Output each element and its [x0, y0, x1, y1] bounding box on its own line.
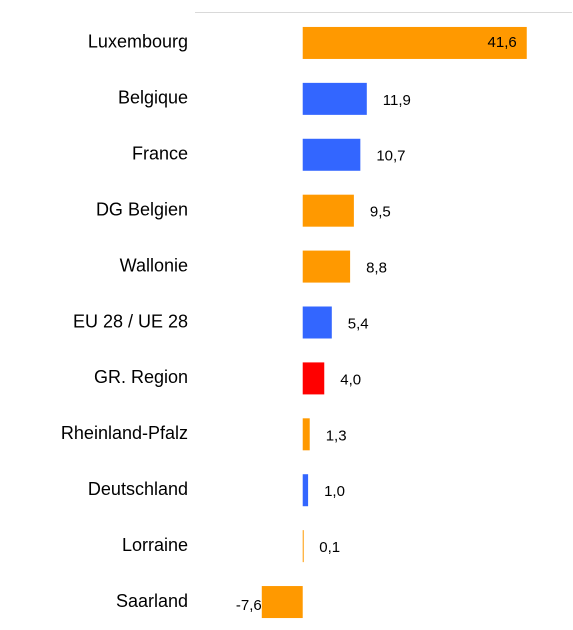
value-label: 9,5: [370, 204, 391, 221]
bar: [302, 362, 325, 395]
value-label: 1,3: [326, 427, 347, 444]
value-label: 0,1: [319, 539, 340, 556]
bar: [302, 82, 367, 115]
bar: [261, 586, 303, 619]
bar: [302, 306, 332, 339]
bar: [302, 194, 354, 227]
value-label: 8,8: [366, 260, 387, 277]
category-label: Belgique: [118, 88, 188, 108]
value-label: 11,9: [383, 92, 411, 109]
category-label: Wallonie: [120, 255, 188, 275]
bar: [302, 250, 351, 283]
bar: [302, 418, 310, 451]
category-label: France: [132, 144, 188, 164]
category-label: GR. Region: [94, 367, 188, 387]
category-label: Luxembourg: [88, 32, 188, 52]
value-label: 4,0: [340, 371, 361, 388]
category-label: Rheinland-Pfalz: [61, 423, 188, 443]
category-label: DG Belgien: [96, 199, 188, 219]
value-label: 41,6: [488, 34, 517, 51]
bar: [302, 138, 361, 171]
value-label: 5,4: [348, 315, 369, 332]
value-label: -7,6: [236, 597, 262, 614]
bar: [302, 474, 309, 507]
category-label: EU 28 / UE 28: [73, 311, 188, 331]
value-label: 10,7: [376, 148, 405, 165]
category-label: Lorraine: [122, 535, 188, 555]
value-label: 1,0: [324, 483, 345, 500]
category-label: Saarland: [116, 591, 188, 611]
category-label: Deutschland: [88, 479, 188, 499]
bar: [302, 530, 304, 563]
bar: [302, 26, 527, 59]
